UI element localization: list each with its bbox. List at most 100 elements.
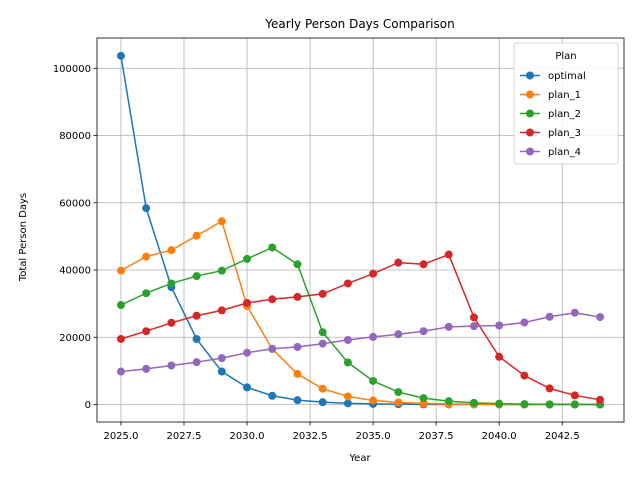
x-tick-label: 2035.0	[356, 431, 391, 442]
legend-label: optimal	[548, 71, 586, 82]
data-point	[469, 313, 478, 322]
data-point	[192, 231, 201, 240]
data-point	[268, 295, 277, 304]
data-point	[369, 332, 378, 341]
legend-label: plan_3	[548, 128, 581, 139]
legend-marker	[526, 128, 534, 137]
data-point	[217, 354, 226, 363]
data-point	[243, 298, 252, 307]
data-point	[217, 266, 226, 275]
y-tick-label: 60000	[59, 198, 91, 209]
data-point	[419, 394, 428, 403]
y-axis-label: Total Person Days	[18, 193, 29, 282]
data-point	[243, 383, 252, 392]
data-point	[318, 328, 327, 337]
data-point	[268, 344, 277, 353]
x-tick-label: 2042.5	[545, 431, 580, 442]
series-line	[120, 246, 601, 406]
data-point	[217, 306, 226, 315]
data-point	[116, 300, 125, 309]
data-point	[394, 258, 403, 267]
data-point	[217, 217, 226, 226]
y-tick-label: 20000	[59, 333, 91, 344]
data-point	[293, 396, 302, 405]
data-point	[570, 400, 579, 409]
data-point	[444, 322, 453, 331]
data-point	[419, 327, 428, 336]
legend-label: plan_4	[548, 147, 581, 158]
legend-box	[513, 42, 619, 165]
y-tick-label: 40000	[59, 266, 91, 277]
data-point	[369, 269, 378, 278]
legend-marker	[526, 90, 534, 99]
legend-marker	[526, 109, 534, 118]
x-tick-label: 2030.0	[230, 431, 265, 442]
y-tick-label: 0	[85, 400, 91, 411]
series-plan-4	[116, 308, 605, 376]
x-tick-label: 2037.5	[419, 431, 454, 442]
data-point	[495, 399, 504, 408]
legend-marker	[526, 71, 534, 80]
data-point	[167, 361, 176, 370]
x-tick-label: 2032.5	[293, 431, 328, 442]
legend-item-plan-3: plan_3	[520, 128, 581, 139]
data-point	[192, 358, 201, 367]
x-tick-label: 2027.5	[166, 431, 201, 442]
data-point	[495, 352, 504, 361]
data-point	[217, 367, 226, 376]
y-tick-label: 80000	[59, 131, 91, 142]
legend-item-optimal: optimal	[520, 71, 586, 82]
data-point	[142, 289, 151, 298]
data-point	[243, 348, 252, 357]
plot-area-frame	[96, 37, 625, 423]
data-point	[495, 321, 504, 330]
data-point	[293, 369, 302, 378]
data-point	[116, 334, 125, 343]
legend: Plan optimal plan_1 plan_2 plan_3 plan_4	[513, 42, 619, 165]
legend-label: plan_2	[548, 109, 581, 120]
data-point	[167, 246, 176, 255]
data-point	[520, 318, 529, 327]
series-plan-3	[116, 250, 605, 404]
data-point	[394, 330, 403, 339]
legend-title: Plan	[555, 51, 576, 62]
series-line	[120, 253, 601, 401]
legend-item-plan-4: plan_4	[520, 147, 581, 158]
x-tick-label: 2040.0	[482, 431, 517, 442]
data-point	[570, 308, 579, 317]
data-point	[192, 334, 201, 343]
data-point	[116, 266, 125, 275]
data-point	[192, 272, 201, 281]
data-point	[343, 335, 352, 344]
data-point	[444, 397, 453, 406]
legend-item-plan-2: plan_2	[520, 109, 581, 120]
data-point	[570, 391, 579, 400]
legend-label: plan_1	[548, 90, 581, 101]
data-point	[142, 252, 151, 261]
data-point	[596, 313, 605, 322]
data-point	[520, 400, 529, 409]
x-axis-label: Year	[348, 453, 371, 464]
data-point	[318, 384, 327, 393]
data-point	[268, 391, 277, 400]
data-point	[167, 279, 176, 288]
data-point	[394, 388, 403, 397]
data-point	[520, 371, 529, 380]
data-point	[394, 398, 403, 407]
data-point	[444, 250, 453, 259]
data-point	[318, 398, 327, 407]
data-point	[167, 318, 176, 327]
data-point	[343, 399, 352, 408]
data-point	[116, 51, 125, 60]
data-point	[469, 398, 478, 407]
data-point	[419, 260, 428, 269]
data-point	[596, 395, 605, 404]
legend-item-plan-1: plan_1	[520, 90, 581, 101]
data-point	[293, 292, 302, 301]
data-point	[545, 312, 554, 321]
data-point	[293, 260, 302, 269]
data-point	[318, 289, 327, 298]
data-point	[369, 376, 378, 385]
